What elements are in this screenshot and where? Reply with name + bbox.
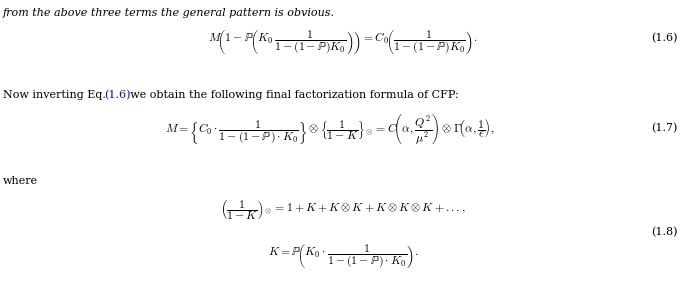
Text: $\left(\dfrac{1}{1-K}\right)_{\!\otimes} = 1 + K + K \otimes K + K \otimes K \ot: $\left(\dfrac{1}{1-K}\right)_{\!\otimes}… bbox=[220, 198, 466, 222]
Text: (1.6): (1.6) bbox=[652, 33, 678, 43]
Text: $M = \left\{C_0 \cdot \dfrac{1}{1-(1-\mathbb{P})\cdot K_0}\right\} \otimes \left: $M = \left\{C_0 \cdot \dfrac{1}{1-(1-\ma… bbox=[165, 112, 495, 147]
Text: from the above three terms the general pattern is obvious.: from the above three terms the general p… bbox=[3, 8, 335, 18]
Text: we obtain the following final factorization formula of CFP:: we obtain the following final factorizat… bbox=[128, 90, 459, 100]
Text: where: where bbox=[3, 176, 38, 186]
Text: $M\!\left(1 - \mathbb{P}\!\left(K_0\,\dfrac{1}{1-(1-\mathbb{P})K_0}\right)\right: $M\!\left(1 - \mathbb{P}\!\left(K_0\,\df… bbox=[209, 28, 477, 57]
Text: (1.8): (1.8) bbox=[652, 227, 678, 237]
Text: Now inverting Eq.: Now inverting Eq. bbox=[3, 90, 108, 100]
Text: $K = \mathbb{P}\!\left(K_0 \cdot \dfrac{1}{1-(1-\mathbb{P})\cdot K_0}\right).$: $K = \mathbb{P}\!\left(K_0 \cdot \dfrac{… bbox=[268, 242, 418, 271]
Text: (1.6): (1.6) bbox=[104, 90, 130, 100]
Text: (1.7): (1.7) bbox=[652, 123, 678, 133]
